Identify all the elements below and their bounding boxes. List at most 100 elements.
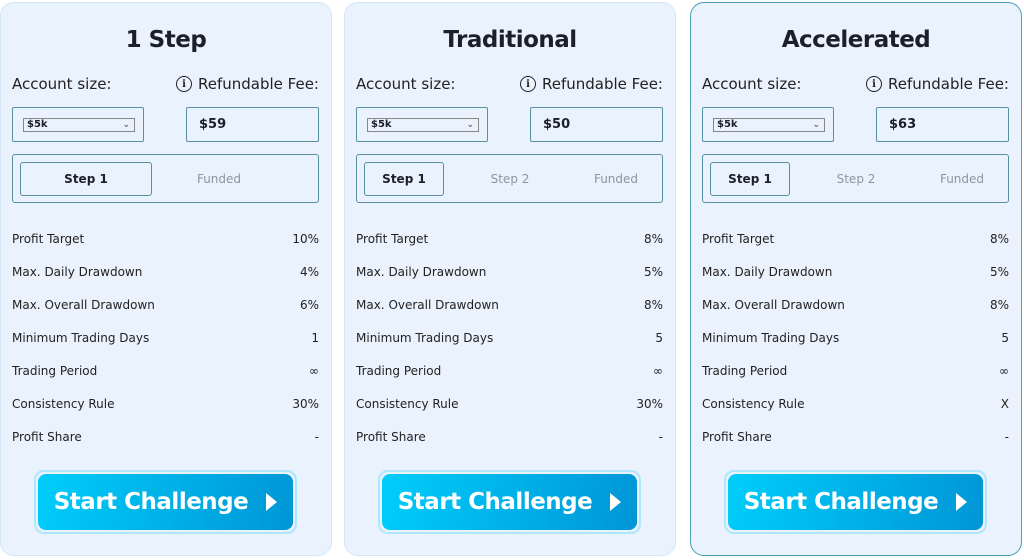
row-value: ∞: [999, 364, 1009, 378]
account-size-label: Account size:: [702, 75, 802, 93]
plan-title: 1 Step: [125, 27, 207, 53]
tab-funded[interactable]: Funded: [939, 172, 985, 186]
button-label: Start Challenge: [53, 489, 249, 515]
phase-tabs: Step 1 Funded: [12, 154, 319, 203]
row-label: Profit Target: [356, 232, 429, 246]
row-label: Max. Overall Drawdown: [12, 298, 155, 312]
fee-label: i Refundable Fee:: [520, 75, 663, 93]
row-value: 5%: [643, 265, 663, 279]
start-challenge-button-wrap: Start Challenge: [34, 470, 297, 534]
row-label: Profit Target: [12, 232, 85, 246]
fee-label-text: Refundable Fee:: [542, 75, 663, 93]
table-row: Profit Share -: [702, 430, 1009, 444]
account-size-select[interactable]: $5k ⌄: [367, 118, 479, 132]
tab-step-2[interactable]: Step 2: [490, 172, 530, 186]
info-icon[interactable]: i: [520, 76, 536, 92]
row-label: Consistency Rule: [702, 397, 805, 411]
table-row: Consistency Rule 30%: [12, 397, 319, 411]
row-value: 5%: [989, 265, 1009, 279]
table-row: Profit Share -: [356, 430, 663, 444]
plan-title: Traditional: [443, 27, 577, 53]
table-row: Consistency Rule 30%: [356, 397, 663, 411]
chevron-down-icon: ⌄: [122, 120, 130, 130]
row-label: Consistency Rule: [12, 397, 115, 411]
table-row: Max. Daily Drawdown 5%: [356, 265, 663, 279]
chevron-down-icon: ⌄: [812, 120, 820, 130]
table-row: Max. Daily Drawdown 4%: [12, 265, 319, 279]
info-icon[interactable]: i: [866, 76, 882, 92]
plan-card: Traditional Account size: i Refundable Fe…: [344, 2, 676, 556]
play-arrow-icon: [610, 493, 622, 511]
selected-value: $5k: [717, 119, 738, 130]
row-value: X: [1000, 397, 1009, 411]
button-label: Start Challenge: [397, 489, 593, 515]
table-row: Profit Target 10%: [12, 232, 319, 246]
table-row: Max. Daily Drawdown 5%: [702, 265, 1009, 279]
account-size-select[interactable]: $5k ⌄: [23, 118, 135, 132]
fee-label-text: Refundable Fee:: [888, 75, 1009, 93]
chevron-down-icon: ⌄: [466, 120, 474, 130]
row-value: 30%: [636, 397, 663, 411]
table-row: Max. Overall Drawdown 6%: [12, 298, 319, 312]
tab-step-2[interactable]: Step 2: [836, 172, 876, 186]
table-row: Max. Overall Drawdown 8%: [356, 298, 663, 312]
account-size-label: Account size:: [12, 75, 112, 93]
account-size-field: $5k ⌄: [356, 107, 488, 142]
table-row: Minimum Trading Days 5: [356, 331, 663, 345]
tab-funded[interactable]: Funded: [196, 172, 242, 186]
row-value: -: [658, 430, 663, 444]
row-label: Trading Period: [12, 364, 98, 378]
table-row: Consistency Rule X: [702, 397, 1009, 411]
row-value: 6%: [299, 298, 319, 312]
row-value: 8%: [989, 232, 1009, 246]
fee-label: i Refundable Fee:: [176, 75, 319, 93]
table-row: Trading Period ∞: [12, 364, 319, 378]
selected-value: $5k: [27, 119, 48, 130]
play-arrow-icon: [956, 493, 968, 511]
row-value: 1: [311, 331, 319, 345]
row-value: -: [314, 430, 319, 444]
play-arrow-icon: [266, 493, 278, 511]
table-row: Trading Period ∞: [356, 364, 663, 378]
row-label: Minimum Trading Days: [12, 331, 150, 345]
row-value: ∞: [309, 364, 319, 378]
start-challenge-button[interactable]: Start Challenge: [38, 474, 293, 530]
button-label: Start Challenge: [743, 489, 939, 515]
account-size-label: Account size:: [356, 75, 456, 93]
row-label: Max. Overall Drawdown: [356, 298, 499, 312]
row-label: Profit Share: [702, 430, 772, 444]
row-value: 8%: [989, 298, 1009, 312]
info-icon[interactable]: i: [176, 76, 192, 92]
fee-value: $50: [530, 107, 663, 142]
row-label: Max. Overall Drawdown: [702, 298, 845, 312]
account-size-field: $5k ⌄: [12, 107, 144, 142]
tab-step-1[interactable]: Step 1: [710, 162, 790, 196]
fee-label-text: Refundable Fee:: [198, 75, 319, 93]
table-row: Minimum Trading Days 5: [702, 331, 1009, 345]
row-value: 5: [1001, 331, 1009, 345]
account-size-field: $5k ⌄: [702, 107, 834, 142]
start-challenge-button[interactable]: Start Challenge: [728, 474, 983, 530]
start-challenge-button[interactable]: Start Challenge: [382, 474, 637, 530]
plan-card: Accelerated Account size: i Refundable Fe…: [690, 2, 1022, 556]
row-value: 5: [655, 331, 663, 345]
tab-step-1[interactable]: Step 1: [364, 162, 444, 196]
row-label: Minimum Trading Days: [702, 331, 840, 345]
fee-value: $59: [186, 107, 319, 142]
row-label: Max. Daily Drawdown: [12, 265, 143, 279]
selected-value: $5k: [371, 119, 392, 130]
row-label: Consistency Rule: [356, 397, 459, 411]
account-size-select[interactable]: $5k ⌄: [713, 118, 825, 132]
table-row: Minimum Trading Days 1: [12, 331, 319, 345]
row-label: Profit Share: [356, 430, 426, 444]
row-label: Profit Share: [12, 430, 82, 444]
row-value: 30%: [292, 397, 319, 411]
plan-card: 1 Step Account size: i Refundable Fee: $5…: [0, 2, 332, 556]
start-challenge-button-wrap: Start Challenge: [724, 470, 987, 534]
tab-funded[interactable]: Funded: [593, 172, 639, 186]
fee-label: i Refundable Fee:: [866, 75, 1009, 93]
row-label: Trading Period: [356, 364, 442, 378]
row-label: Trading Period: [702, 364, 788, 378]
row-value: ∞: [653, 364, 663, 378]
tab-step-1[interactable]: Step 1: [20, 162, 152, 196]
